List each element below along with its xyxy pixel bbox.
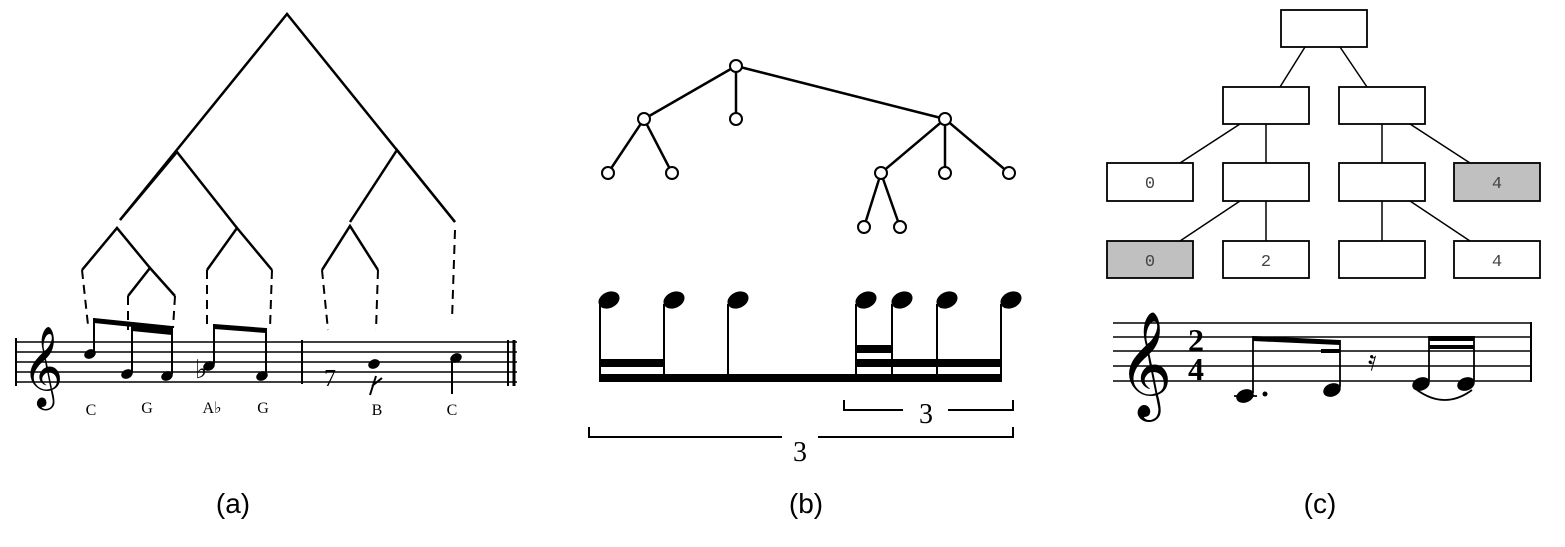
notes-a: ♭ 7: [84, 318, 462, 396]
box-tree-nodes: [1106, 9, 1541, 279]
notes-c: 𝄿: [1234, 336, 1475, 403]
flat-icon: ♭: [195, 355, 207, 384]
tuplet-brackets: [588, 400, 1014, 438]
caption-c: (c): [1304, 488, 1337, 519]
rhythm-notes: [598, 291, 1022, 382]
panel-a: 𝄞 ♭ 7 C: [15, 12, 517, 519]
note-label-2: G: [141, 400, 153, 417]
note-label-3: A♭: [202, 400, 221, 417]
leaf-value-6: 4: [1492, 253, 1502, 272]
rest-icon-c: 𝄿: [1368, 346, 1377, 377]
note-labels: C G A♭ G B C: [86, 400, 458, 419]
leaf-value-1: 0: [1145, 175, 1155, 194]
rhythm-tree-edges: [606, 64, 1010, 228]
caption-a: (a): [216, 488, 250, 519]
leaf-value-2: 4: [1492, 175, 1502, 194]
box-tree-edges: [1179, 46, 1471, 242]
leaf-value-3: 0: [1145, 253, 1155, 272]
dashed-links: [81, 229, 456, 331]
box-values: 0 4 0 2 4: [1145, 175, 1502, 272]
treble-clef-icon-c: 𝄞: [1118, 312, 1172, 422]
note-label-1: C: [86, 402, 97, 419]
panel-c: 0 4 0 2 4 𝄞 2 4: [1106, 9, 1541, 519]
time-signature-bottom: 4: [1188, 351, 1204, 387]
leaf-value-4: 2: [1261, 253, 1271, 272]
note-label-6: C: [447, 402, 458, 419]
grouping-tree: [81, 12, 456, 297]
rest-icon: 7: [324, 366, 336, 392]
rhythm-tree-nodes: [601, 59, 1016, 234]
note-label-5: B: [372, 402, 383, 419]
treble-clef-icon: 𝄞: [22, 327, 63, 410]
caption-b: (b): [789, 488, 823, 519]
note-label-4: G: [257, 400, 269, 417]
time-signature-top: 2: [1188, 322, 1204, 358]
tuplet-inner-label: 3: [919, 399, 933, 430]
tuplet-outer-label: 3: [793, 437, 807, 468]
panel-b: 3 3 (b): [588, 59, 1022, 519]
